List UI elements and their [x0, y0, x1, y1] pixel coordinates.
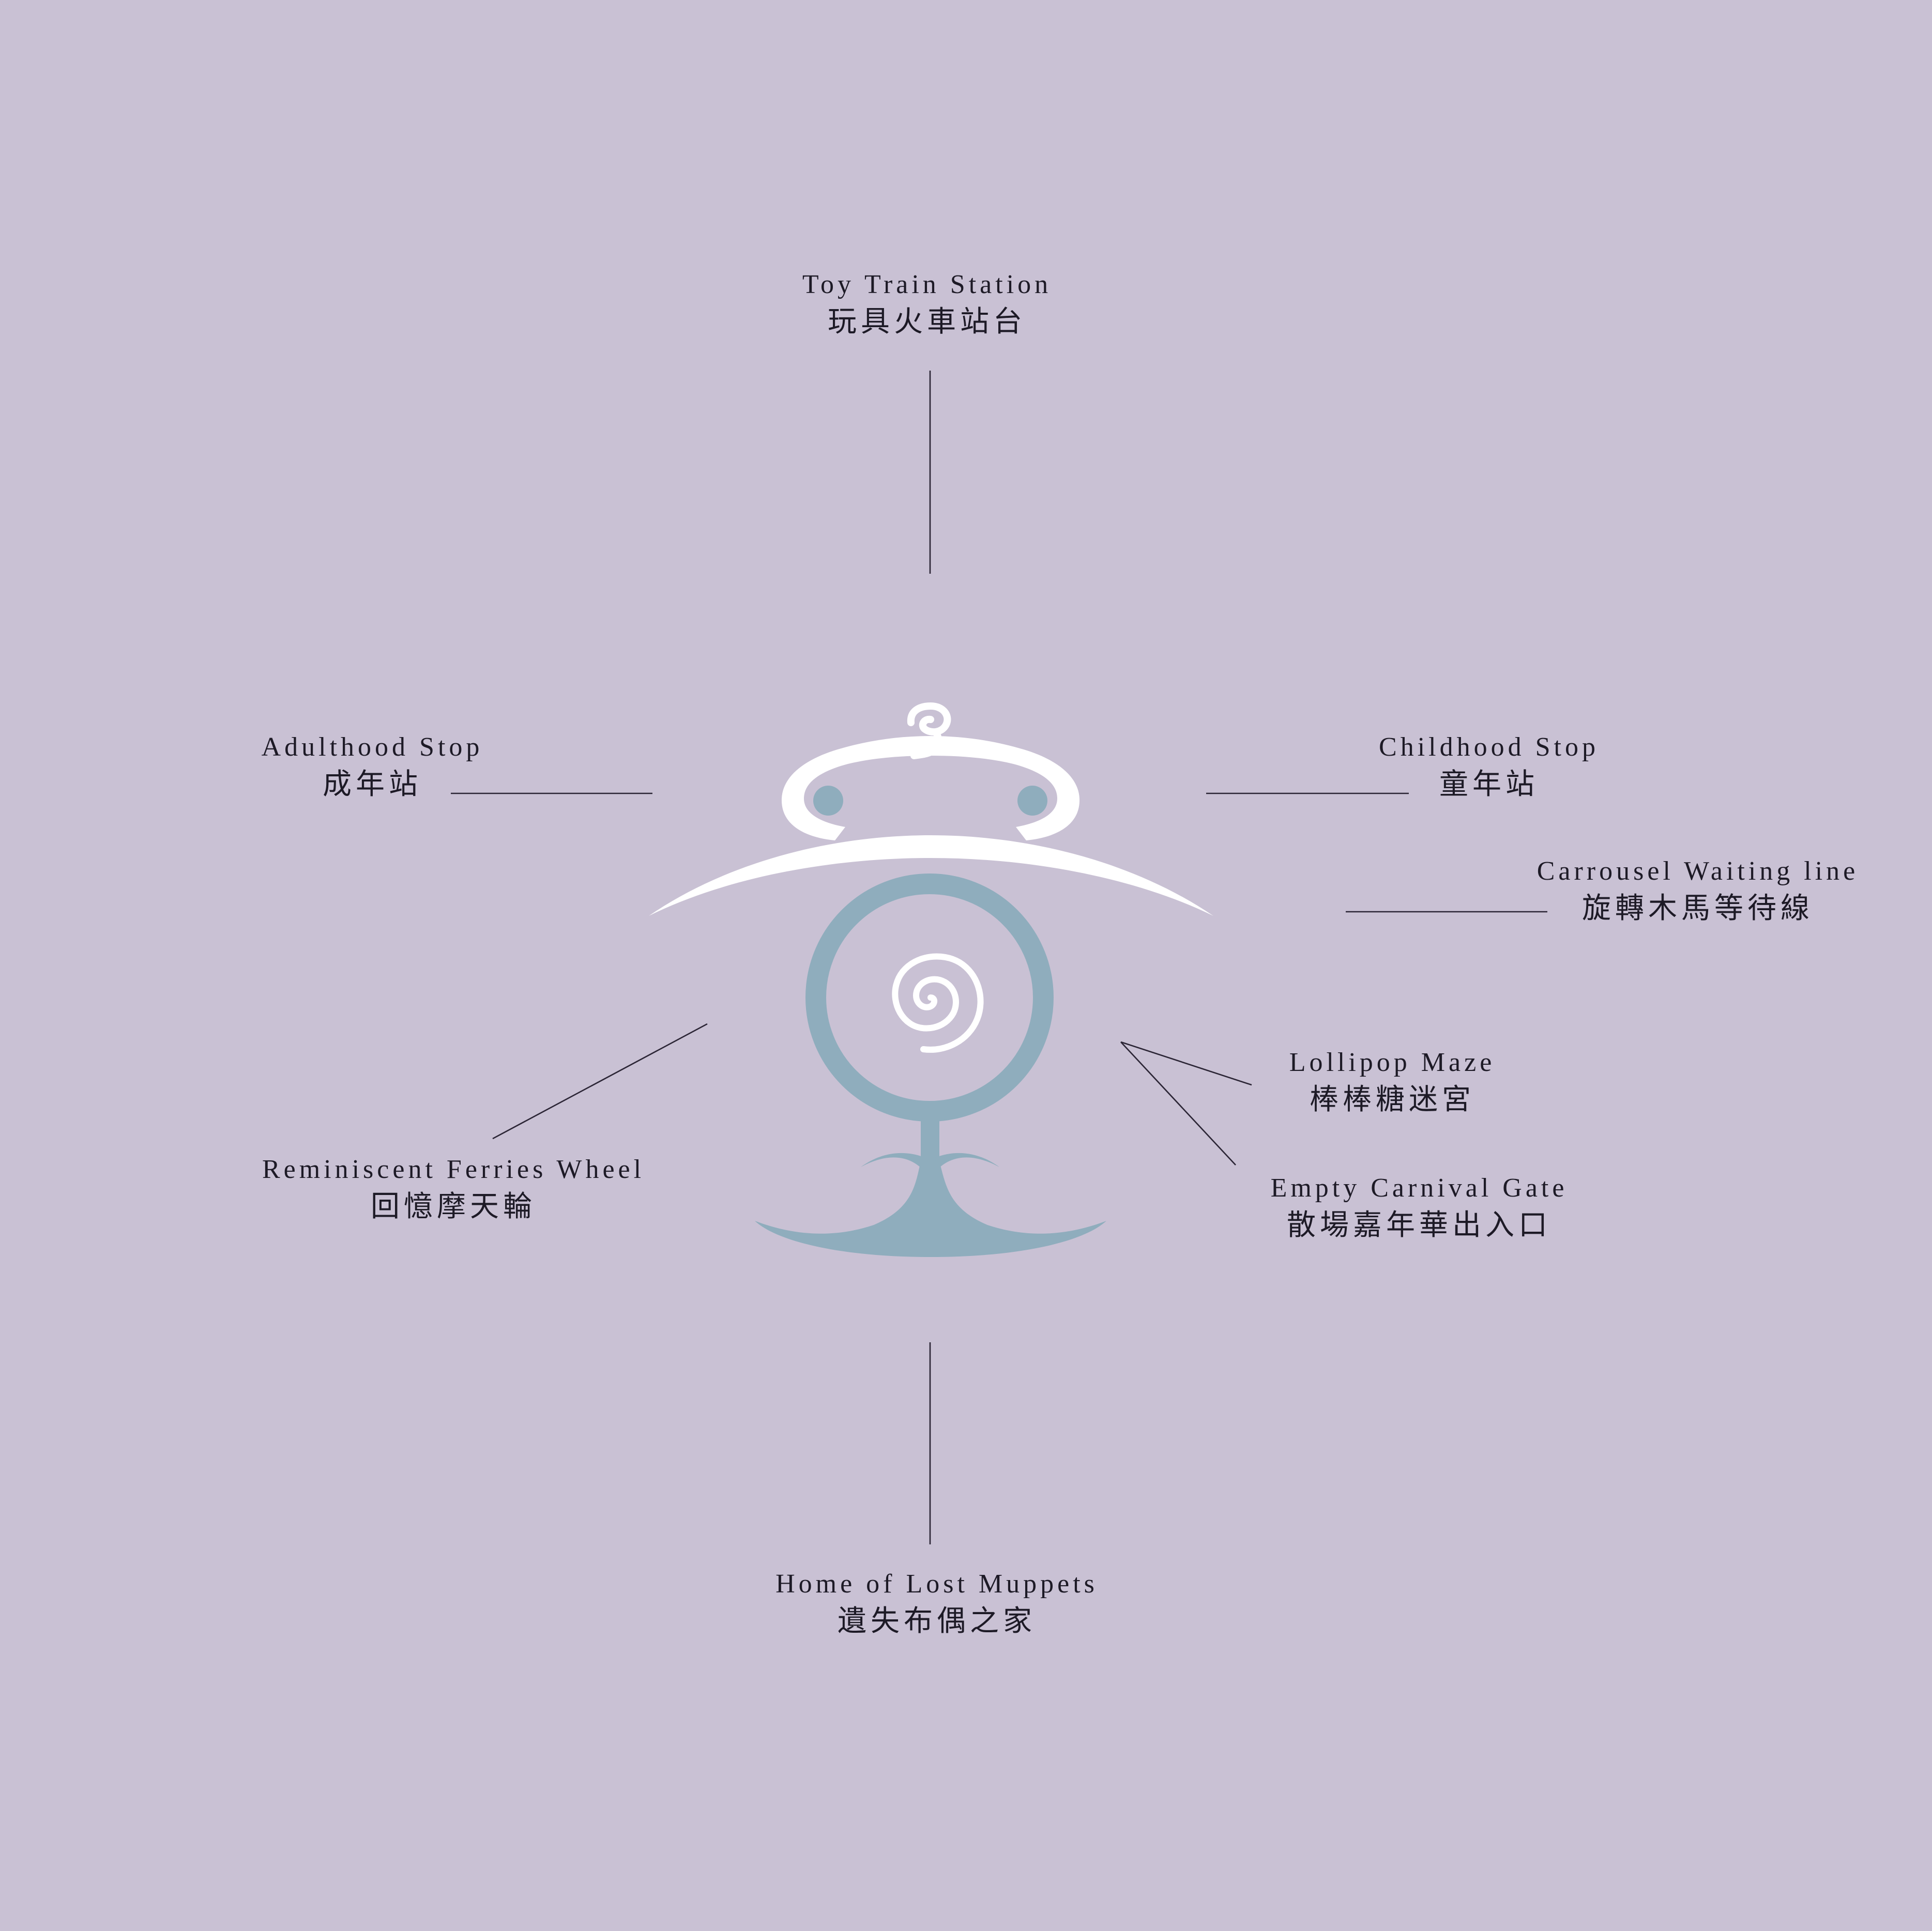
label-zh: 玩具火車站台 [827, 305, 1026, 339]
label-zh: 棒棒糖迷宮 [1310, 1083, 1475, 1116]
label-en: Empty Carnival Gate [1270, 1173, 1568, 1203]
label-home-of-lost-muppets: Home of Lost Muppets 遺失布偶之家 [775, 1568, 1098, 1639]
label-carrousel-waiting-line: Carrousel Waiting line 旋轉木馬等待線 [1537, 855, 1859, 927]
label-reminiscent-ferries-wheel: Reminiscent Ferries Wheel 回憶摩天輪 [262, 1154, 645, 1225]
lantern-ring [805, 873, 1054, 1122]
left-eye-icon [813, 786, 843, 816]
label-zh: 成年站 [322, 768, 422, 801]
right-eye-icon [1017, 786, 1047, 816]
label-lollipop-maze: Lollipop Maze 棒棒糖迷宮 [1289, 1047, 1496, 1118]
label-empty-carnival-gate: Empty Carnival Gate 散場嘉年華出入口 [1271, 1172, 1568, 1244]
label-en: Reminiscent Ferries Wheel [262, 1155, 645, 1184]
right-leaf [935, 1153, 999, 1169]
label-childhood-stop: Childhood Stop 童年站 [1379, 731, 1599, 803]
label-zh: 旋轉木馬等待線 [1581, 892, 1814, 925]
carnival-lantern-emblem [649, 702, 1213, 1257]
left-leaf [861, 1153, 925, 1169]
leader-line-lollipop-maze [1120, 1041, 1252, 1086]
label-en: Carrousel Waiting line [1537, 856, 1859, 886]
leader-line-empty-carnival-gate [1120, 1041, 1236, 1166]
lantern-brim [649, 835, 1213, 916]
label-adulthood-stop: Adulthood Stop 成年站 [262, 731, 483, 803]
label-toy-train-station: Toy Train Station 玩具火車站台 [802, 269, 1052, 340]
label-zh: 散場嘉年華出入口 [1287, 1208, 1551, 1242]
spiral-icon [892, 953, 984, 1053]
label-en: Home of Lost Muppets [775, 1569, 1098, 1599]
label-zh: 回憶摩天輪 [371, 1190, 536, 1223]
lantern-base [755, 1163, 1106, 1257]
label-en: Toy Train Station [802, 270, 1052, 299]
label-en: Adulthood Stop [261, 732, 483, 762]
label-zh: 遺失布偶之家 [838, 1604, 1036, 1638]
leader-line-reminiscent-ferries-wheel [492, 1023, 708, 1140]
lantern-dome [781, 736, 1080, 840]
label-en: Lollipop Maze [1289, 1048, 1496, 1077]
label-zh: 童年站 [1439, 768, 1539, 801]
label-en: Childhood Stop [1379, 732, 1599, 762]
